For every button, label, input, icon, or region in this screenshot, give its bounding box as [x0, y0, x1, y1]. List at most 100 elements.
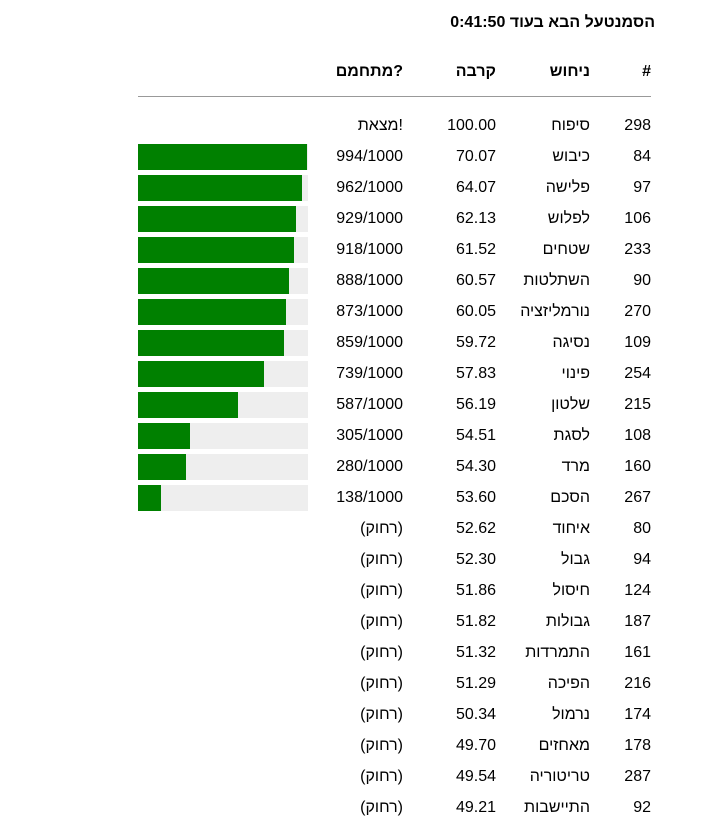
row-number: 254 [624, 365, 651, 382]
row-proximity: 51.29 [455, 675, 496, 692]
row-guess: פלישה [545, 179, 590, 196]
proximity-bar-fill [138, 144, 307, 170]
row-number: 216 [624, 675, 651, 692]
row-temperature: (רחוק) [360, 737, 403, 754]
row-proximity: 57.83 [455, 365, 496, 382]
row-guess: לפלוש [547, 210, 590, 227]
row-temperature: 873/1000 [336, 303, 403, 320]
row-guess: חיסול [552, 582, 591, 599]
column-header-proximity: קרבה [455, 63, 496, 80]
row-proximity: 51.32 [455, 644, 496, 661]
table-row: 174 נרמול 50.34 (רחוק) [0, 699, 717, 730]
row-number: 178 [624, 737, 651, 754]
proximity-bar [138, 361, 308, 387]
row-guess: מרד [561, 458, 590, 475]
row-guess: לסגת [553, 427, 590, 444]
column-header-guess: ניחוש [549, 63, 590, 80]
row-temperature: 280/1000 [336, 458, 403, 475]
row-guess: נסיגה [552, 334, 590, 351]
row-guess: התיישבות [524, 799, 590, 816]
row-guess: סיפוח [551, 117, 590, 134]
row-guess: נורמליזציה [520, 303, 590, 320]
proximity-bar-fill [138, 237, 295, 263]
row-temperature: (רחוק) [360, 799, 403, 816]
proximity-bar [138, 392, 308, 418]
row-number: 124 [624, 582, 651, 599]
row-proximity: 60.57 [455, 272, 496, 289]
row-guess: פינוי [561, 365, 590, 382]
row-temperature: 859/1000 [336, 334, 403, 351]
row-guess: כיבוש [552, 148, 590, 165]
row-number: 80 [633, 520, 651, 537]
row-proximity: 59.72 [455, 334, 496, 351]
row-proximity: 56.19 [455, 396, 496, 413]
row-number: 92 [633, 799, 651, 816]
table-row: 267 הסכם 53.60 138/1000 [0, 482, 717, 513]
table-row: 80 איחוד 52.62 (רחוק) [0, 513, 717, 544]
proximity-bar-fill [138, 175, 302, 201]
table-row: 94 גבול 52.30 (רחוק) [0, 544, 717, 575]
row-number: 160 [624, 458, 651, 475]
proximity-bar [138, 206, 308, 232]
row-temperature: (רחוק) [360, 613, 403, 630]
row-proximity: 52.30 [455, 551, 496, 568]
table-row: 216 הפיכה 51.29 (רחוק) [0, 668, 717, 699]
row-proximity: 52.62 [455, 520, 496, 537]
row-proximity: 51.82 [455, 613, 496, 630]
table-row: 233 שטחים 61.52 918/1000 [0, 234, 717, 265]
row-proximity: 54.30 [455, 458, 496, 475]
table-row: 97 פלישה 64.07 962/1000 [0, 172, 717, 203]
row-number: 84 [633, 148, 651, 165]
proximity-bar-fill [138, 206, 296, 232]
row-temperature: 305/1000 [336, 427, 403, 444]
column-header-number: # [642, 63, 651, 80]
table-row: 187 גבולות 51.82 (רחוק) [0, 606, 717, 637]
row-proximity: 49.21 [455, 799, 496, 816]
row-guess: הסכם [550, 489, 590, 506]
row-proximity: 62.13 [455, 210, 496, 227]
row-number: 109 [624, 334, 651, 351]
table-row: 254 פינוי 57.83 739/1000 [0, 358, 717, 389]
row-number: 97 [633, 179, 651, 196]
table-row: 161 התמרדות 51.32 (רחוק) [0, 637, 717, 668]
countdown-text: הסמנטעל הבא בעוד 0:41:50 [450, 13, 655, 33]
row-temperature: 918/1000 [336, 241, 403, 258]
table-row: 84 כיבוש 70.07 994/1000 [0, 141, 717, 172]
row-temperature: (רחוק) [360, 644, 403, 661]
header-divider [138, 96, 651, 97]
proximity-bar [138, 144, 308, 170]
row-temperature: (רחוק) [360, 706, 403, 723]
row-temperature: 138/1000 [336, 489, 403, 506]
row-proximity: 54.51 [455, 427, 496, 444]
row-guess: התמרדות [525, 644, 590, 661]
proximity-bar [138, 485, 308, 511]
row-temperature: (רחוק) [360, 768, 403, 785]
proximity-bar [138, 237, 308, 263]
row-number: 108 [624, 427, 651, 444]
table-row: 270 נורמליזציה 60.05 873/1000 [0, 296, 717, 327]
countdown-label: הסמנטעל הבא בעוד [509, 14, 655, 31]
row-number: 187 [624, 613, 651, 630]
row-proximity: 61.52 [455, 241, 496, 258]
row-number: 215 [624, 396, 651, 413]
row-proximity: 49.54 [455, 768, 496, 785]
table-header-row: # ניחוש קרבה מתחמם? [0, 56, 717, 87]
row-number: 106 [624, 210, 651, 227]
proximity-bar [138, 423, 308, 449]
proximity-bar [138, 330, 308, 356]
row-proximity: 64.07 [455, 179, 496, 196]
row-proximity: 51.86 [455, 582, 496, 599]
row-number: 233 [624, 241, 651, 258]
proximity-bar [138, 175, 308, 201]
row-guess: השתלטות [523, 272, 590, 289]
countdown-time: 0:41:50 [450, 14, 506, 31]
row-temperature: 994/1000 [336, 148, 403, 165]
column-header-temperature: מתחמם? [335, 63, 403, 80]
table-row: 108 לסגת 54.51 305/1000 [0, 420, 717, 451]
row-proximity: 60.05 [455, 303, 496, 320]
row-guess: טריטוריה [529, 768, 590, 785]
row-number: 161 [624, 644, 651, 661]
row-number: 267 [624, 489, 651, 506]
row-guess: הפיכה [547, 675, 590, 692]
proximity-bar-fill [138, 330, 285, 356]
